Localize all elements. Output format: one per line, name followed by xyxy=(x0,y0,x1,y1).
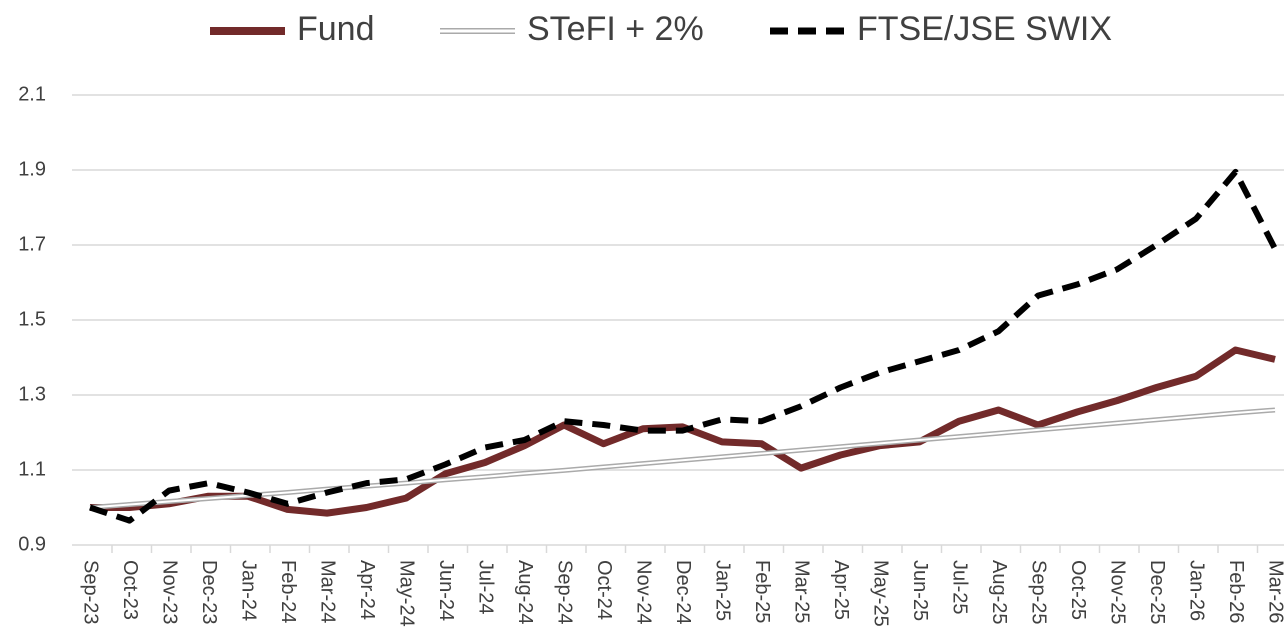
x-tick-label: Aug-24 xyxy=(514,560,536,625)
x-tick-label: Nov-23 xyxy=(159,560,181,624)
x-tick-label: Jan-24 xyxy=(238,560,260,621)
x-tick-label: Nov-24 xyxy=(633,560,655,624)
x-tick-label: May-24 xyxy=(396,560,418,627)
series-line xyxy=(89,168,1278,524)
x-tick-label: Jan-25 xyxy=(712,560,734,621)
y-tick-label: 0.9 xyxy=(18,533,46,555)
x-tick-label: Mar-26 xyxy=(1265,560,1284,623)
x-tick-label: Sep-25 xyxy=(1028,560,1050,625)
x-tick-label: Jul-24 xyxy=(475,560,497,614)
series-line xyxy=(90,346,1276,517)
x-tick-label: Feb-26 xyxy=(1225,560,1247,623)
legend-label: STeFI + 2% xyxy=(527,10,704,48)
x-tick-label: Nov-25 xyxy=(1107,560,1129,624)
x-tick-label: Jun-24 xyxy=(435,560,457,621)
x-tick-label: Jul-25 xyxy=(949,560,971,614)
x-tick-label: Oct-25 xyxy=(1067,560,1089,620)
legend-label: Fund xyxy=(297,10,375,48)
x-tick-label: Sep-24 xyxy=(554,560,576,625)
x-tick-label: Feb-24 xyxy=(277,560,299,623)
y-tick-label: 1.9 xyxy=(18,158,46,180)
x-tick-label: Sep-23 xyxy=(80,560,102,625)
y-tick-label: 2.1 xyxy=(18,83,46,105)
x-tick-label: Mar-25 xyxy=(791,560,813,623)
x-tick-label: Jan-26 xyxy=(1186,560,1208,621)
x-tick-label: May-25 xyxy=(870,560,892,627)
legend-label: FTSE/JSE SWIX xyxy=(857,10,1112,48)
x-tick-label: Dec-23 xyxy=(198,560,220,624)
x-tick-label: Feb-25 xyxy=(751,560,773,623)
y-tick-label: 1.1 xyxy=(18,458,46,480)
x-tick-label: Oct-23 xyxy=(119,560,141,620)
x-tick-label: Mar-24 xyxy=(317,560,339,623)
y-tick-label: 1.7 xyxy=(18,233,46,255)
x-tick-label: Apr-24 xyxy=(356,560,378,620)
x-tick-label: Dec-25 xyxy=(1146,560,1168,624)
x-tick-label: Dec-24 xyxy=(672,560,694,624)
y-tick-label: 1.5 xyxy=(18,308,46,330)
x-tick-label: Apr-25 xyxy=(830,560,852,620)
y-tick-label: 1.3 xyxy=(18,383,46,405)
line-inner xyxy=(89,409,1276,509)
x-tick-label: Aug-25 xyxy=(988,560,1010,625)
x-tick-label: Jun-25 xyxy=(909,560,931,621)
x-tick-label: Oct-24 xyxy=(593,560,615,620)
